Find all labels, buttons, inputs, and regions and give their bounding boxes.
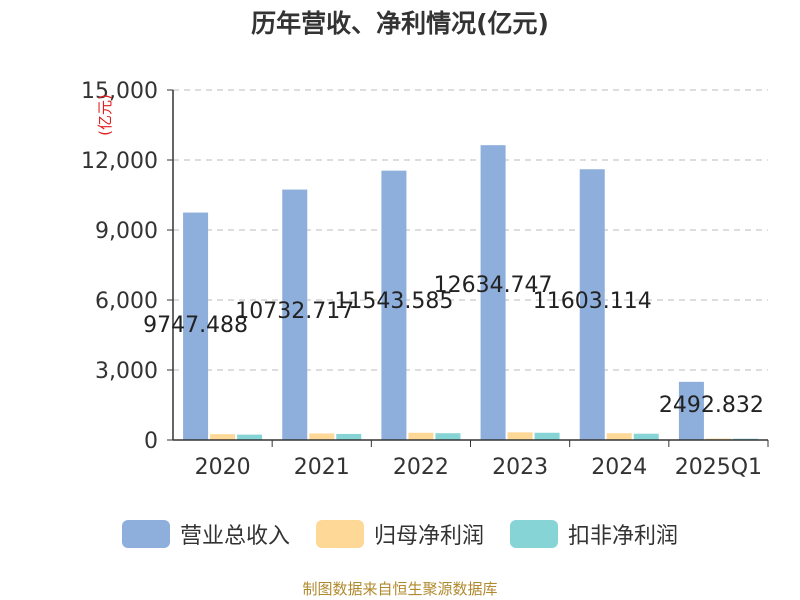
source-note: 制图数据来自恒生聚源数据库 [302, 580, 498, 598]
x-tick-label: 2024 [591, 455, 647, 480]
data-label: 2492.832 [659, 393, 764, 418]
data-label: 9747.488 [143, 313, 248, 338]
legend-label: 营业总收入 [179, 524, 290, 549]
legend-label: 扣非净利润 [568, 524, 679, 549]
legend-item[interactable]: 归母净利润 [315, 518, 484, 550]
x-tick-label: 2023 [492, 455, 548, 480]
bar [408, 432, 434, 440]
bar [309, 433, 335, 440]
y-tick-label: 0 [144, 429, 158, 454]
bar [381, 170, 407, 440]
bar [678, 381, 704, 440]
x-tick-label: 2021 [294, 455, 350, 480]
bar [237, 434, 263, 440]
y-tick-label: 15,000 [81, 79, 158, 104]
legend-swatch [121, 520, 170, 548]
bar [507, 432, 533, 440]
data-label: 10732.717 [235, 299, 354, 324]
bar [282, 189, 308, 440]
legend-item[interactable]: 营业总收入 [121, 518, 290, 550]
y-tick-label: 12,000 [81, 149, 158, 174]
legend-swatch [315, 520, 364, 548]
legend: 营业总收入 归母净利润 扣非净利润 [0, 518, 800, 550]
gridlines [173, 89, 768, 371]
data-label: 11603.114 [533, 289, 652, 314]
bars [183, 145, 758, 440]
bar [579, 169, 605, 440]
y-tick-label: 6,000 [95, 289, 158, 314]
bar [183, 212, 209, 440]
axes: 0 3,000 6,000 9,000 12,000 15,000 2020 2021 2022… [81, 79, 769, 480]
bar [633, 433, 659, 440]
y-tick-label: 9,000 [95, 219, 158, 244]
bar [534, 432, 560, 440]
x-tick-label: 2022 [393, 455, 449, 480]
y-axis-label: (亿元) [96, 94, 114, 136]
legend-label: 归母净利润 [373, 524, 484, 549]
bar [435, 433, 461, 440]
legend-swatch [510, 520, 558, 548]
data-label: 11543.585 [334, 289, 453, 314]
legend-item[interactable]: 扣非净利润 [510, 518, 678, 550]
x-tick-label: 2025Q1 [675, 455, 762, 480]
chart-title: 历年营收、净利情况(亿元) [251, 9, 549, 38]
bar [606, 433, 632, 440]
data-label: 12634.747 [434, 273, 553, 298]
bar [336, 433, 362, 440]
bar [480, 145, 506, 440]
data-labels: 9747.48810732.71711543.58512634.74711603… [143, 273, 764, 418]
bar [210, 434, 236, 440]
x-tick-label: 2020 [195, 455, 251, 480]
y-tick-label: 3,000 [95, 359, 158, 384]
